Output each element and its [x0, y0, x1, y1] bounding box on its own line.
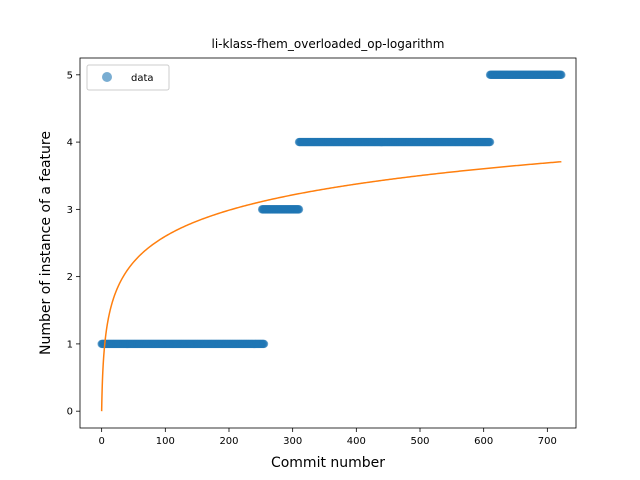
x-tick-label: 100 — [156, 436, 175, 447]
y-axis-label: Number of instance of a feature — [38, 131, 54, 355]
y-tick-label: 3 — [67, 205, 73, 216]
legend-box — [86, 64, 170, 91]
y-tick-label: 0 — [67, 407, 73, 418]
y-tick-label: 5 — [67, 70, 73, 81]
x-tick-label: 700 — [538, 436, 557, 447]
x-tick-label: 400 — [347, 436, 366, 447]
legend: data — [86, 64, 170, 91]
fit-line — [100, 160, 562, 412]
data-point — [485, 137, 495, 147]
x-tick-label: 0 — [98, 436, 104, 447]
legend-marker — [102, 72, 112, 82]
data-marks — [97, 70, 566, 349]
x-axis: 0 100 200 300 400 500 600 700 — [98, 428, 557, 447]
legend-label: data — [131, 73, 154, 84]
y-tick-label: 2 — [67, 272, 73, 283]
data-point — [557, 70, 566, 80]
x-tick-label: 500 — [410, 436, 429, 447]
chart-title: li-klass-fhem_overloaded_op-logarithm — [212, 37, 445, 51]
x-axis-label: Commit number — [271, 455, 385, 471]
y-axis: 0 1 2 3 4 5 — [67, 70, 80, 418]
x-tick-label: 600 — [474, 436, 493, 447]
y-tick-label: 1 — [67, 339, 73, 350]
data-point — [259, 339, 269, 349]
x-tick-label: 200 — [219, 436, 238, 447]
x-tick-label: 300 — [283, 436, 302, 447]
y-tick-label: 4 — [67, 138, 73, 149]
axes-frame — [79, 57, 577, 429]
data-point — [294, 205, 304, 214]
plot-area — [97, 70, 566, 412]
